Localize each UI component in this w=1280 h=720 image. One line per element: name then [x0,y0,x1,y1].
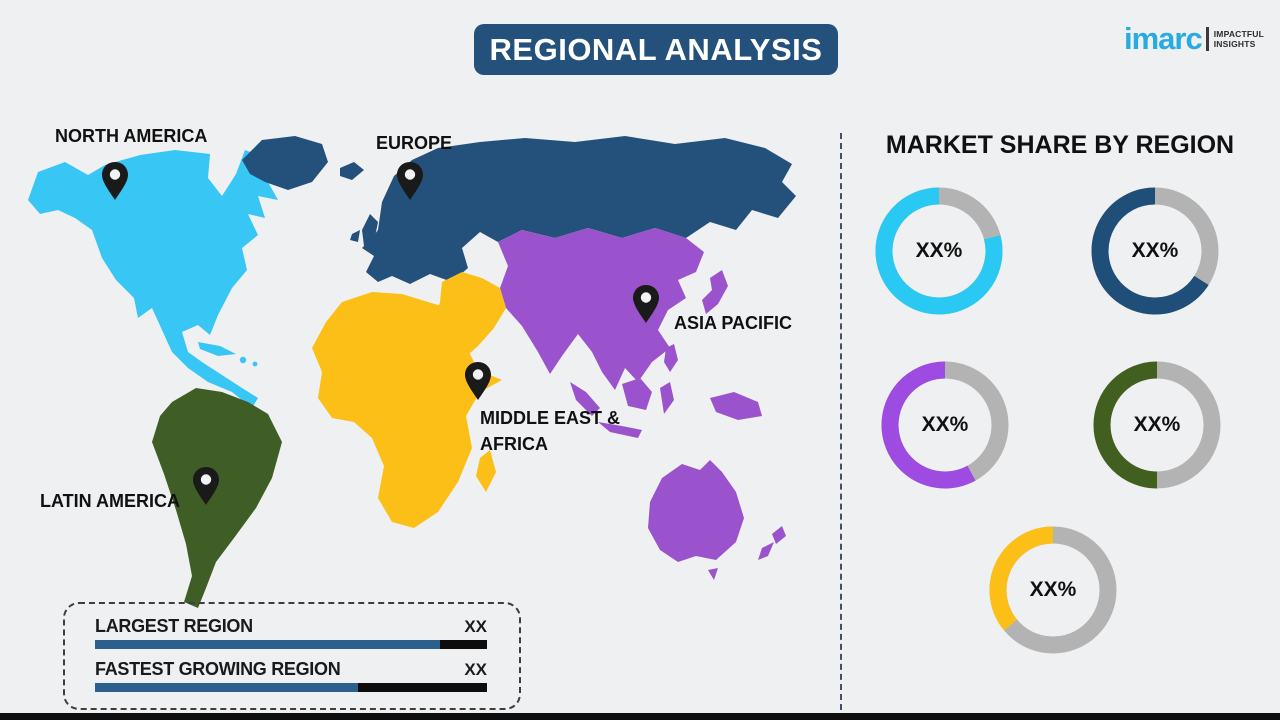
page-title: REGIONAL ANALYSIS [489,31,823,67]
fastest-growing-region-value: XX [464,660,487,679]
map-region-latin-america [152,388,282,608]
label-latin-america: LATIN AMERICA [40,491,180,511]
pin-latin-america-icon [193,467,219,505]
donut-value: XX% [1131,239,1179,262]
label-north-america: NORTH AMERICA [55,126,208,146]
label-europe: EUROPE [376,133,453,153]
fastest-growing-region-bar [95,683,487,692]
largest-region-label: LARGEST REGION [95,616,253,636]
imarc-logo: imarc IMPACTFUL INSIGHTS [1124,21,1265,56]
fastest-growing-region-label: FASTEST GROWING REGION [95,659,341,679]
stat-row-fastest-growing-region: FASTEST GROWING REGION XX [95,659,487,692]
title-banner: REGIONAL ANALYSIS [474,24,838,75]
region-stats-box: LARGEST REGION XX FASTEST GROWING REGION… [63,602,521,710]
donut-chart-latin-america: XX% [1093,361,1221,489]
pin-north-america-icon [102,162,128,200]
donut-chart-europe: XX% [1091,187,1219,315]
pin-asia-pacific-icon [633,285,659,323]
map-region-middle-east-africa [312,272,506,528]
logo-tagline: IMPACTFUL INSIGHTS [1213,29,1265,49]
pin-middle-east-africa-icon [465,362,491,400]
donut-value: XX% [1133,413,1181,436]
world-map [28,136,796,608]
donut-chart-north-america: XX% [875,187,1003,315]
label-asia-pacific: ASIA PACIFIC [674,313,793,333]
largest-region-value: XX [464,617,487,636]
largest-region-bar [95,640,487,649]
logo-divider [1205,27,1209,51]
donut-value: XX% [915,239,963,262]
map-region-asia-pacific [498,228,786,580]
map-region-europe [242,136,796,284]
panel-divider [840,133,842,720]
donut-chart-asia-pacific: XX% [881,361,1009,489]
stat-row-largest-region: LARGEST REGION XX [95,616,487,649]
donut-value: XX% [1029,578,1077,601]
label-middle-east-africa: MIDDLE EAST & AFRICA [480,408,621,454]
donut-value: XX% [921,413,969,436]
market-share-heading: MARKET SHARE BY REGION [885,131,1235,159]
bottom-edge-strip [0,713,1280,720]
donut-chart-middle-east-africa: XX% [989,526,1117,654]
pin-europe-icon [397,162,423,200]
imarc-logo-wordmark: imarc [1124,21,1203,56]
map-region-north-america [28,150,285,408]
